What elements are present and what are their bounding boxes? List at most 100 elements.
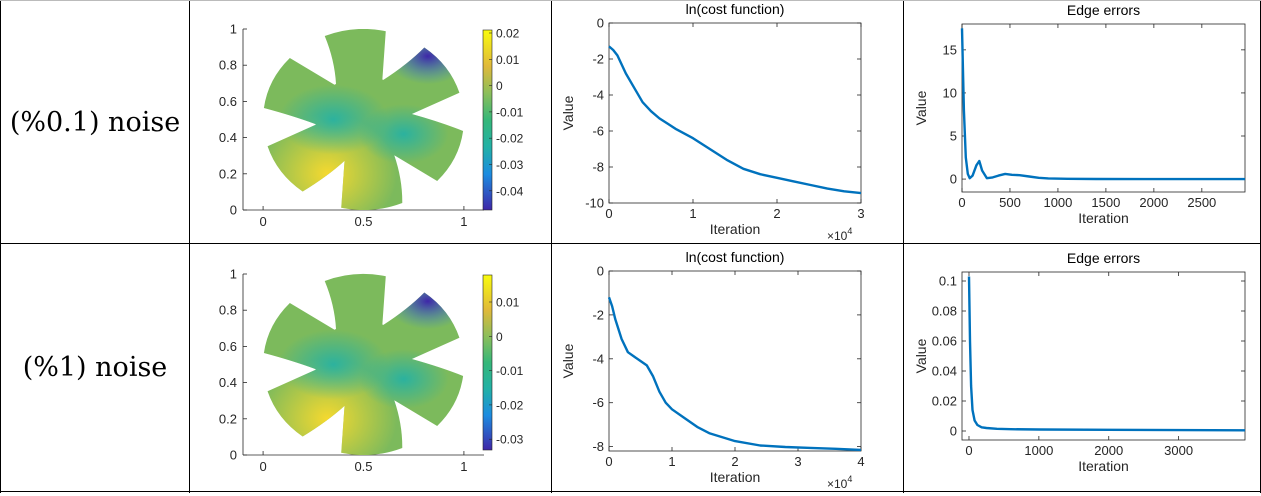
chart-title: Edge errors: [1067, 250, 1140, 266]
y-tick-label: 10: [943, 85, 957, 100]
y-tick-label: 0: [230, 448, 237, 463]
y-tick-label: -8: [592, 439, 604, 454]
row-label: (%1) noise: [22, 352, 168, 383]
colorbar-tick-label: 0: [496, 79, 503, 93]
y-tick-label: -2: [592, 307, 604, 322]
y-tick-label: 0.08: [932, 304, 957, 319]
x-tick-label: 500: [999, 195, 1021, 210]
plot-area: [608, 22, 862, 204]
y-tick-label: 0: [597, 264, 604, 279]
colorbar-tick-label: 0: [496, 330, 503, 344]
x-tick-label: 2000: [1139, 195, 1168, 210]
chart-title: Edge errors: [1067, 2, 1140, 18]
x-axis-label: Iteration: [1078, 210, 1129, 226]
colorbar-tick-label: 0.01: [496, 53, 520, 67]
rotor-field: [263, 29, 464, 211]
colorbar: [482, 274, 493, 451]
x-axis-label: Iteration: [1078, 458, 1129, 474]
x-tick-label: 4: [857, 454, 864, 469]
solution-map-plot: 0 0.5 1 0 0.2 0.4 0.6 0.8 1 0.01 0 -0.01 -0.02 -0.03: [219, 267, 524, 475]
y-tick-label: 0.4: [219, 130, 237, 145]
y-tick-label: -6: [592, 124, 604, 139]
x-tick-label: 1000: [1024, 443, 1053, 458]
field-low-region: [385, 29, 464, 85]
chart-title: ln(cost function): [686, 1, 785, 17]
edge-errors-plot: Edge errors 0 1000 2000 3000 0 0.02 0.04 0.06 0.0…: [913, 250, 1246, 474]
colorbar-tick-label: -0.01: [496, 105, 524, 119]
y-tick-label: 0.8: [219, 58, 237, 73]
colorbar-tick-label: -0.01: [496, 364, 524, 378]
y-tick-label: 0.06: [932, 334, 957, 349]
edge-errors-plot: Edge errors 0 500 1000 1500 2000 2500 0 5 10 15 Ite…: [913, 2, 1246, 226]
solution-map-plot: 0 0.5 1 0 0.2 0.4 0.6 0.8 1 0.02 0.01 0 -0.01 -0.02 -0…: [219, 22, 524, 230]
colorbar-tick-label: 0.02: [496, 27, 520, 41]
y-tick-label: 0.2: [219, 166, 237, 181]
field-mid-region: [358, 348, 449, 409]
field-low-region: [385, 273, 464, 330]
chart-title: ln(cost function): [686, 249, 785, 265]
row-label: (%0.1) noise: [9, 106, 181, 138]
y-tick-label: -2: [592, 52, 604, 67]
y-tick-label: 0.6: [219, 339, 237, 354]
y-tick-label: 0.02: [932, 394, 957, 409]
x-tick-label: 2: [773, 206, 780, 221]
y-tick-label: 1: [230, 267, 237, 282]
cost-function-chart: ln(cost function) 0 1 2 3 0 -2 -4 -6 -8 -10 Iterati…: [552, 1, 903, 243]
y-tick-label: 0.4: [219, 375, 237, 390]
x-tick-label: 0: [958, 195, 965, 210]
x-exponent: 4: [847, 226, 852, 236]
x-tick-label: 0: [605, 454, 612, 469]
y-tick-label: 0.2: [219, 411, 237, 426]
series-line: [607, 296, 862, 452]
x-tick-label: 2: [731, 454, 738, 469]
plot-area: [961, 271, 1246, 441]
colorbar-tick-label: -0.03: [496, 433, 524, 447]
y-tick-label: 5: [950, 129, 957, 144]
x-tick-label: 0: [965, 443, 972, 458]
y-tick-label: -6: [592, 395, 604, 410]
x-tick-label: 1000: [1043, 195, 1072, 210]
x-tick-label: 3: [857, 206, 864, 221]
x-tick-label: 2000: [1094, 443, 1123, 458]
y-tick-label: -4: [592, 88, 604, 103]
field-mid-region: [358, 103, 449, 164]
x-tick-label: 1500: [1091, 195, 1120, 210]
rotor-field: [263, 273, 464, 455]
x-axis-label: Iteration: [710, 221, 761, 237]
x-exponent-label: ×104: [827, 474, 852, 491]
y-tick-label: 0: [597, 16, 604, 31]
plot-area: [608, 270, 862, 452]
y-axis-label: Value: [560, 343, 576, 378]
edge-errors-chart: Edge errors 0 1000 2000 3000 0 0.02 0.04 0.06 0.0…: [904, 244, 1260, 491]
series-line: [960, 28, 1245, 181]
cost-function-plot: ln(cost function) 0 1 2 3 0 -2 -4 -6 -8 -10 Iterati…: [560, 1, 865, 243]
x-tick-label: 2500: [1187, 195, 1216, 210]
y-tick-label: 0.6: [219, 94, 237, 109]
x-tick-label: 3: [794, 454, 801, 469]
x-tick-label: 0.5: [354, 214, 372, 229]
x-tick-label: 1: [668, 454, 675, 469]
colorbar-tick-label: -0.02: [496, 132, 524, 146]
colorbar-tick-label: 0.01: [496, 296, 520, 310]
plot-area: [961, 23, 1246, 193]
colorbar: [482, 29, 493, 211]
colorbar-tick-label: -0.02: [496, 398, 524, 412]
colorbar-tick-label: -0.03: [496, 158, 524, 172]
solution-map: 0 0.5 1 0 0.2 0.4 0.6 0.8 1 0.02 0.01 0 -0.01 -0.02 -0…: [190, 1, 551, 243]
y-tick-label: 0: [950, 424, 957, 439]
x-exponent-label: ×104: [827, 226, 852, 243]
x-axis-label: Iteration: [710, 469, 761, 485]
y-axis-label: Value: [913, 90, 929, 125]
x-tick-label: 0: [259, 459, 266, 474]
y-tick-label: 15: [943, 42, 957, 57]
y-tick-label: 0: [950, 172, 957, 187]
x-tick-label: 1: [689, 206, 696, 221]
series-line: [967, 276, 1246, 432]
x-tick-label: 0.5: [354, 459, 372, 474]
x-tick-label: 0: [259, 214, 266, 229]
x-tick-label: 1: [460, 214, 467, 229]
solution-map: 0 0.5 1 0 0.2 0.4 0.6 0.8 1 0.01 0 -0.01 -0.02 -0.03: [190, 244, 551, 491]
x-exponent: 4: [847, 474, 852, 484]
cost-function-plot: ln(cost function) 0 1 2 3 4 0 -2 -4 -6 -8 Iteration…: [560, 249, 865, 491]
